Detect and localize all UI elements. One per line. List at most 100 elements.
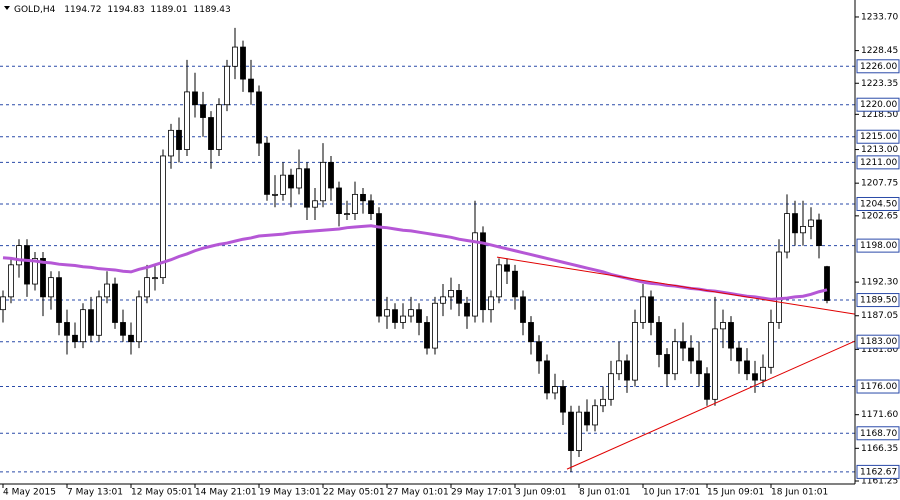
symbol: GOLD,H4 xyxy=(14,5,56,15)
candle-body xyxy=(824,266,830,301)
level-label-box xyxy=(856,196,900,211)
candle-body xyxy=(456,290,462,304)
y-tick-label: 1161.25 xyxy=(861,476,898,486)
x-tick-label: 8 Jun 01:01 xyxy=(579,488,630,498)
candle-body xyxy=(784,213,790,253)
candle-body xyxy=(88,309,94,336)
candle-body xyxy=(8,264,14,298)
x-tick-label: 15 Jun 09:01 xyxy=(707,488,764,498)
level-label: 1176.00 xyxy=(860,382,897,392)
trendline xyxy=(566,340,856,470)
x-tick-label: 7 May 13:01 xyxy=(67,488,123,498)
candle-body xyxy=(648,296,654,323)
x-tick-label: 18 Jun 01:01 xyxy=(771,488,828,498)
x-tick-label: 29 May 17:01 xyxy=(451,488,513,498)
candle-body xyxy=(472,232,478,317)
candle-body xyxy=(512,270,518,298)
candle-body xyxy=(144,277,150,298)
level-label-box xyxy=(856,334,900,349)
candle-body xyxy=(680,341,686,349)
candle-body xyxy=(328,161,334,189)
candle-body xyxy=(480,232,486,311)
candle-body xyxy=(304,168,310,208)
level-label-box xyxy=(856,426,900,441)
level-label-box xyxy=(856,379,900,394)
level-label-box xyxy=(856,293,900,308)
candle-body xyxy=(552,386,558,394)
x-tick-label: 14 May 21:01 xyxy=(195,488,257,498)
candle-body xyxy=(560,386,566,413)
candle-body xyxy=(56,277,62,323)
candle-body xyxy=(672,341,678,375)
candle-body xyxy=(792,213,798,234)
candle-body xyxy=(416,309,422,323)
y-tick-label: 1171.60 xyxy=(861,410,898,420)
y-tick-label: 1166.35 xyxy=(861,444,898,454)
candle-body xyxy=(120,322,126,336)
candle-body xyxy=(264,142,270,195)
candle-body xyxy=(760,366,766,381)
y-tick-label: 1213.00 xyxy=(861,145,898,155)
y-tick-label: 1207.75 xyxy=(861,179,898,189)
candle-body xyxy=(400,315,406,323)
candle-body xyxy=(336,187,342,214)
chart-header: GOLD,H4 1194.72 1194.83 1189.01 1189.43 xyxy=(14,5,231,15)
candle-body xyxy=(104,283,110,298)
candle-body xyxy=(432,302,438,349)
candle-body xyxy=(720,322,726,330)
candle-body xyxy=(288,174,294,189)
candle-body xyxy=(376,213,382,317)
level-label: 1204.50 xyxy=(860,199,897,209)
candle-body xyxy=(808,219,814,227)
candle-body xyxy=(136,296,142,343)
candle-body xyxy=(0,296,6,311)
candle-body xyxy=(752,373,758,381)
level-label-box xyxy=(856,155,900,170)
candle-body xyxy=(168,129,174,157)
candle-body xyxy=(768,322,774,368)
candle-body xyxy=(24,245,30,285)
candle-body xyxy=(600,398,606,407)
candle-body xyxy=(464,302,470,317)
menu-arrow[interactable] xyxy=(4,6,10,10)
level-label-box xyxy=(856,238,900,253)
candle-body xyxy=(816,219,822,247)
plot-area xyxy=(0,27,856,473)
candle-body xyxy=(160,155,166,279)
candle-body xyxy=(96,296,102,336)
candle-body xyxy=(112,283,118,323)
candle-body xyxy=(80,309,86,343)
candle-body xyxy=(312,200,318,208)
candle-body xyxy=(64,322,70,336)
candle-body xyxy=(208,117,214,150)
candle-body xyxy=(712,328,718,400)
x-tick-label: 3 Jun 09:01 xyxy=(515,488,566,498)
candle-body xyxy=(656,322,662,355)
candle-body xyxy=(40,258,46,298)
candle-body xyxy=(592,405,598,426)
y-tick-label: 1233.70 xyxy=(861,12,898,22)
level-label: 1226.00 xyxy=(860,62,897,72)
candle-body xyxy=(184,91,190,150)
x-tick-label: 27 May 01:01 xyxy=(387,488,449,498)
candle-body xyxy=(272,193,278,196)
candle-body xyxy=(576,411,582,451)
candle-body xyxy=(496,264,502,298)
candle-body xyxy=(776,251,782,323)
candle-body xyxy=(256,91,262,144)
candle-body xyxy=(736,347,742,362)
candle-body xyxy=(240,46,246,80)
x-tick-label: 19 May 13:01 xyxy=(259,488,321,498)
x-tick-label: 10 Jun 17:01 xyxy=(643,488,700,498)
level-label-box xyxy=(856,97,900,112)
candle-body xyxy=(584,411,590,426)
candle-body xyxy=(704,373,710,400)
candle-body xyxy=(360,193,366,202)
candle-body xyxy=(352,193,358,214)
level-label: 1168.70 xyxy=(860,429,897,439)
candle-body xyxy=(488,296,494,311)
open: 1194.72 xyxy=(64,5,101,15)
candle-body xyxy=(664,354,670,375)
candle-body xyxy=(216,104,222,150)
candle-body xyxy=(696,360,702,375)
